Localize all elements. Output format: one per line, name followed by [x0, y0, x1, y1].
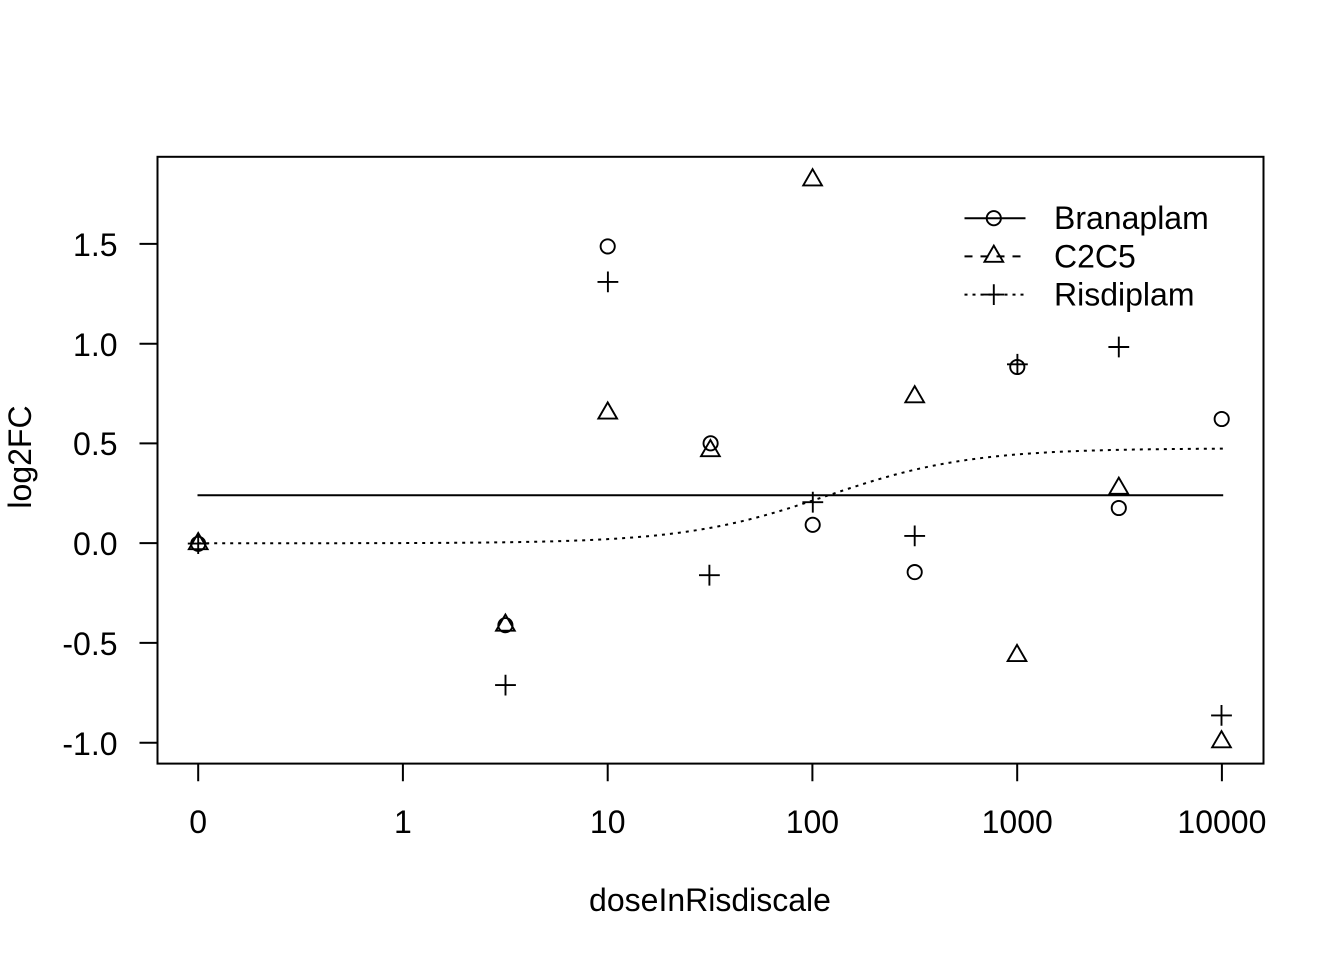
svg-text:0.5: 0.5	[73, 426, 117, 462]
svg-text:C2C5: C2C5	[1054, 239, 1136, 275]
svg-text:log2FC: log2FC	[2, 405, 38, 508]
svg-text:Branaplam: Branaplam	[1054, 200, 1209, 236]
svg-text:10000: 10000	[1177, 804, 1266, 840]
svg-text:-0.5: -0.5	[62, 626, 117, 662]
svg-text:100: 100	[786, 804, 839, 840]
svg-text:doseInRisdiscale: doseInRisdiscale	[589, 882, 831, 918]
svg-text:1.5: 1.5	[73, 227, 117, 263]
svg-text:1.0: 1.0	[73, 327, 117, 363]
svg-text:-1.0: -1.0	[62, 726, 117, 762]
svg-text:10: 10	[590, 804, 626, 840]
svg-text:0: 0	[189, 804, 207, 840]
svg-text:1: 1	[394, 804, 412, 840]
svg-text:Risdiplam: Risdiplam	[1054, 277, 1194, 313]
svg-text:0.0: 0.0	[73, 526, 117, 562]
svg-text:1000: 1000	[982, 804, 1053, 840]
